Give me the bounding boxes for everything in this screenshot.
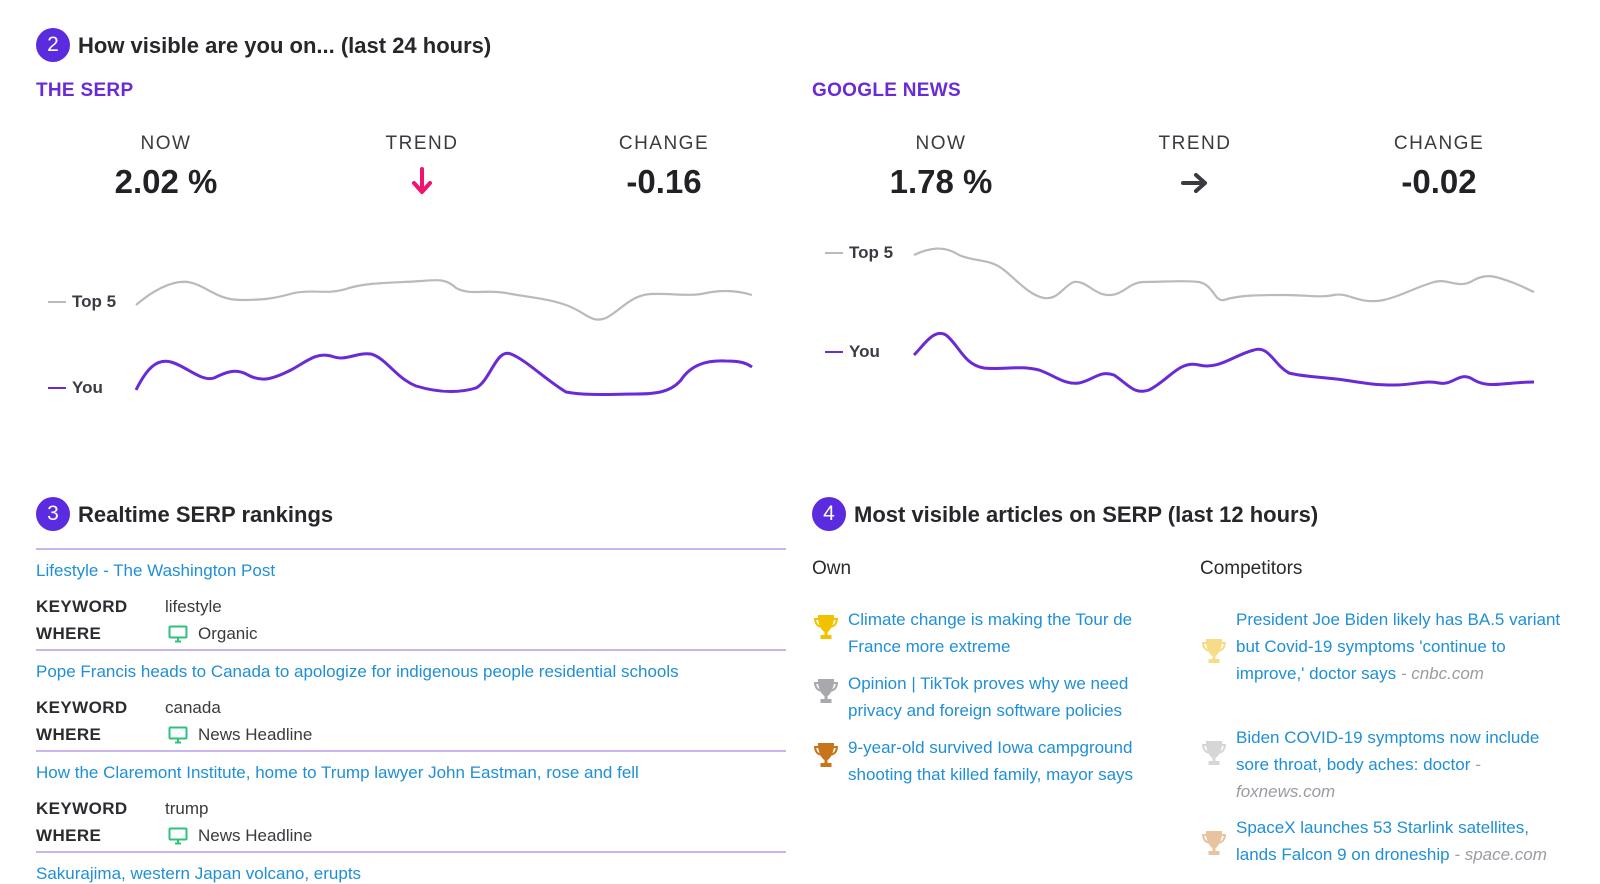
own-article-item[interactable]: Climate change is making the Tour de Fra…	[812, 606, 1172, 660]
gold-trophy-icon	[814, 615, 838, 639]
now-value: 2.02 %	[114, 163, 218, 200]
where-value: News Headline	[168, 826, 312, 846]
competitor-article-item[interactable]: Biden COVID-19 symptoms now include sore…	[1200, 724, 1570, 805]
articles-section-title: Most visible articles on SERP (last 12 h…	[854, 502, 1319, 527]
ranking-title-link[interactable]: Pope Francis heads to Canada to apologiz…	[36, 662, 679, 681]
competitors-column-title: Competitors	[1200, 558, 1303, 579]
article-link[interactable]: President Joe Biden likely has BA.5 vari…	[1236, 610, 1561, 683]
trend-label: TREND	[1158, 133, 1232, 154]
keyword-label: KEYWORD	[36, 597, 128, 616]
trend-label: TREND	[385, 133, 459, 154]
monitor-icon	[168, 827, 188, 845]
section-number-badge: 4	[812, 497, 846, 531]
divider	[36, 750, 786, 752]
where-label: WHERE	[36, 725, 102, 744]
silver-trophy-icon	[1202, 741, 1226, 765]
section-number-badge: 3	[36, 497, 70, 531]
change-value: -0.16	[626, 163, 702, 200]
now-label: NOW	[915, 133, 967, 154]
gold-trophy-icon	[1202, 639, 1226, 663]
section-number-badge: 2	[36, 28, 70, 62]
article-source: - foxnews.com	[1236, 755, 1481, 801]
arrow-right-icon	[1095, 172, 1295, 199]
change-value: -0.02	[1401, 163, 1477, 200]
where-label: WHERE	[36, 624, 102, 643]
monitor-icon	[168, 726, 188, 744]
google-news-panel-title: GOOGLE NEWS	[812, 80, 961, 101]
bronze-trophy-icon	[814, 743, 838, 767]
serp-visibility-sparkline	[134, 279, 753, 396]
now-value: 1.78 %	[889, 163, 993, 200]
google-news-visibility-sparkline	[912, 247, 1535, 393]
keyword-value: canada	[165, 698, 221, 717]
legend-top5: Top 5	[48, 292, 116, 312]
change-label: CHANGE	[1393, 133, 1485, 154]
top5-line	[135, 279, 753, 321]
silver-trophy-icon	[814, 679, 838, 703]
divider	[36, 851, 786, 853]
you-line	[134, 351, 753, 396]
article-link[interactable]: Biden COVID-19 symptoms now include sore…	[1236, 728, 1540, 801]
competitor-article-item[interactable]: SpaceX launches 53 Starlink satellites, …	[1200, 814, 1570, 868]
change-label: CHANGE	[618, 133, 710, 154]
where-label: WHERE	[36, 826, 102, 845]
legend-top5: Top 5	[825, 243, 893, 263]
you-line	[912, 331, 1535, 393]
keyword-label: KEYWORD	[36, 799, 128, 818]
arrow-down-icon	[322, 166, 522, 201]
article-link[interactable]: Climate change is making the Tour de Fra…	[848, 610, 1133, 656]
own-column-title: Own	[812, 558, 852, 579]
article-link[interactable]: SpaceX launches 53 Starlink satellites, …	[1236, 818, 1547, 864]
article-source: - cnbc.com	[1400, 664, 1484, 683]
legend-you: You	[48, 378, 103, 398]
monitor-icon	[168, 625, 188, 643]
keyword-value: trump	[165, 799, 209, 818]
ranking-title-link[interactable]: How the Claremont Institute, home to Tru…	[36, 763, 639, 782]
divider	[36, 649, 786, 651]
bronze-trophy-icon	[1202, 831, 1226, 855]
article-link[interactable]: 9-year-old survived Iowa campground shoo…	[848, 738, 1134, 784]
top5-line	[913, 247, 1535, 303]
keyword-value: lifestyle	[165, 597, 222, 616]
article-source: - space.com	[1454, 845, 1547, 864]
own-article-item[interactable]: 9-year-old survived Iowa campground shoo…	[812, 734, 1172, 788]
where-value: News Headline	[168, 725, 312, 745]
now-label: NOW	[140, 133, 192, 154]
article-link[interactable]: Opinion | TikTok proves why we need priv…	[848, 674, 1129, 720]
serp-panel-title: THE SERP	[36, 80, 134, 101]
legend-you: You	[825, 342, 880, 362]
where-value: Organic	[168, 624, 258, 644]
rankings-section-title: Realtime SERP rankings	[78, 502, 334, 527]
own-article-item[interactable]: Opinion | TikTok proves why we need priv…	[812, 670, 1172, 724]
ranking-title-link[interactable]: Sakurajima, western Japan volcano, erupt…	[36, 864, 362, 883]
keyword-label: KEYWORD	[36, 698, 128, 717]
divider	[36, 548, 786, 550]
ranking-title-link[interactable]: Lifestyle - The Washington Post	[36, 561, 276, 580]
visibility-section-title: How visible are you on... (last 24 hours…	[78, 33, 492, 58]
competitor-article-item[interactable]: President Joe Biden likely has BA.5 vari…	[1200, 606, 1570, 687]
